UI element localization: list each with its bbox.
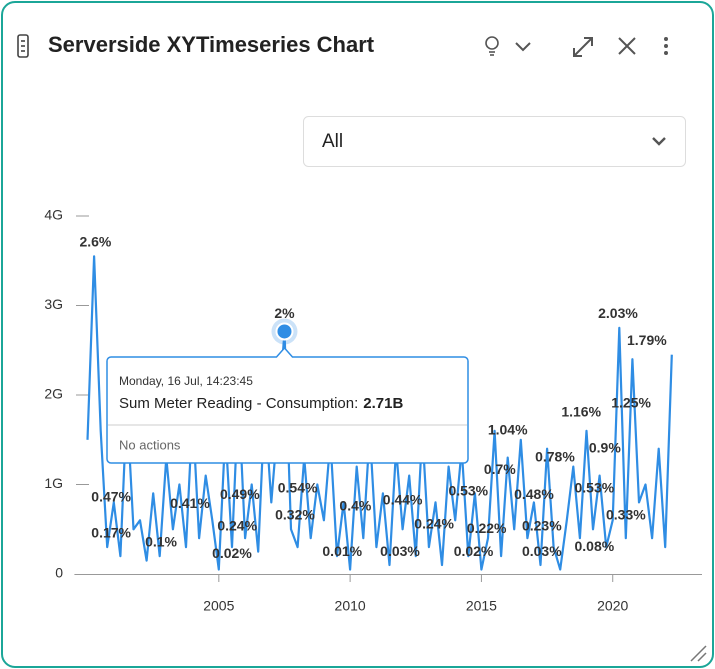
y-tick-label: 0	[55, 565, 63, 581]
data-annotation: 2.6%	[79, 234, 111, 250]
data-annotation: 0.02%	[454, 543, 494, 559]
x-tick-label: 2015	[466, 598, 497, 614]
data-annotation: 0.02%	[212, 545, 252, 561]
data-annotation: 0.41%	[170, 495, 210, 511]
plot: 0 1G 2G 3G 4G 2005 2010 2015 2020 2.6% 2% 2.03% 1.79…	[44, 207, 702, 614]
data-annotation: 2.03%	[598, 305, 638, 321]
data-annotation: 0.53%	[448, 482, 488, 498]
data-annotation: 0.1%	[145, 533, 177, 549]
tooltip-line: Sum Meter Reading - Consumption: 2.71B	[119, 395, 403, 412]
data-annotation: 0.4%	[339, 498, 371, 514]
data-annotation: 0.9%	[589, 439, 621, 455]
tooltip-label: Sum Meter Reading - Consumption:	[119, 395, 358, 412]
tooltip-box	[106, 346, 469, 464]
data-annotation: 1.25%	[611, 395, 651, 411]
menu-icon[interactable]	[664, 37, 668, 55]
tooltip-footer: No actions	[119, 437, 181, 452]
hover-point	[275, 322, 294, 341]
data-annotation: 1.16%	[561, 404, 601, 420]
data-annotation: 0.01%	[322, 543, 362, 559]
data-annotation: 0.47%	[91, 489, 131, 505]
data-annotation: 0.48%	[514, 486, 554, 502]
data-annotation: 0.22%	[467, 520, 507, 536]
maximize-icon[interactable]	[573, 37, 593, 57]
widget: Serverside XYTimeseries Chart All 0 1G 2G 3…	[17, 32, 707, 662]
y-tick-label: 4G	[44, 207, 63, 223]
widget-title: Serverside XYTimeseries Chart	[48, 32, 375, 57]
data-annotation: 0.49%	[220, 486, 260, 502]
data-annotation: 0.17%	[91, 524, 131, 540]
data-annotation: 2%	[274, 305, 295, 321]
x-tick-label: 2005	[203, 598, 234, 614]
data-annotation: 0.44%	[383, 491, 423, 507]
resize-handle[interactable]	[690, 645, 707, 662]
tooltip-value: 2.71B	[363, 395, 403, 412]
data-annotation: 0.24%	[217, 517, 257, 533]
x-tick-label: 2020	[597, 598, 628, 614]
x-tick-label: 2010	[335, 598, 366, 614]
expand-chevron[interactable]	[515, 42, 531, 52]
dropdown-value: All	[322, 131, 343, 152]
data-annotation: 1.04%	[488, 422, 528, 438]
data-annotation: 0.53%	[574, 480, 614, 496]
data-annotation: 0.23%	[522, 517, 562, 533]
y-tick-label: 1G	[44, 475, 63, 491]
data-annotation: 0.03%	[522, 543, 562, 559]
data-annotation: 0.32%	[275, 507, 315, 523]
drag-handle[interactable]	[17, 34, 29, 58]
data-annotation: 1.79%	[627, 332, 667, 348]
data-annotation: 0.33%	[606, 507, 646, 523]
data-annotation: 0.24%	[414, 515, 454, 531]
y-tick-label: 2G	[44, 386, 63, 402]
data-annotation: 0.7%	[484, 461, 516, 477]
tooltip-date: Monday, 16 Jul, 14:23:45	[119, 374, 253, 388]
tooltip: Monday, 16 Jul, 14:23:45 Sum Meter Readin…	[106, 346, 469, 464]
data-annotation: 0.78%	[535, 448, 575, 464]
data-annotation: 0.08%	[574, 538, 614, 554]
close-icon[interactable]	[618, 37, 636, 55]
insight-icon[interactable]	[485, 36, 499, 56]
data-annotation: 0.03%	[380, 543, 420, 559]
y-tick-label: 3G	[44, 296, 63, 312]
filter-dropdown[interactable]: All	[303, 116, 686, 167]
data-annotation: 0.54%	[278, 480, 318, 496]
line-series	[86, 255, 673, 571]
